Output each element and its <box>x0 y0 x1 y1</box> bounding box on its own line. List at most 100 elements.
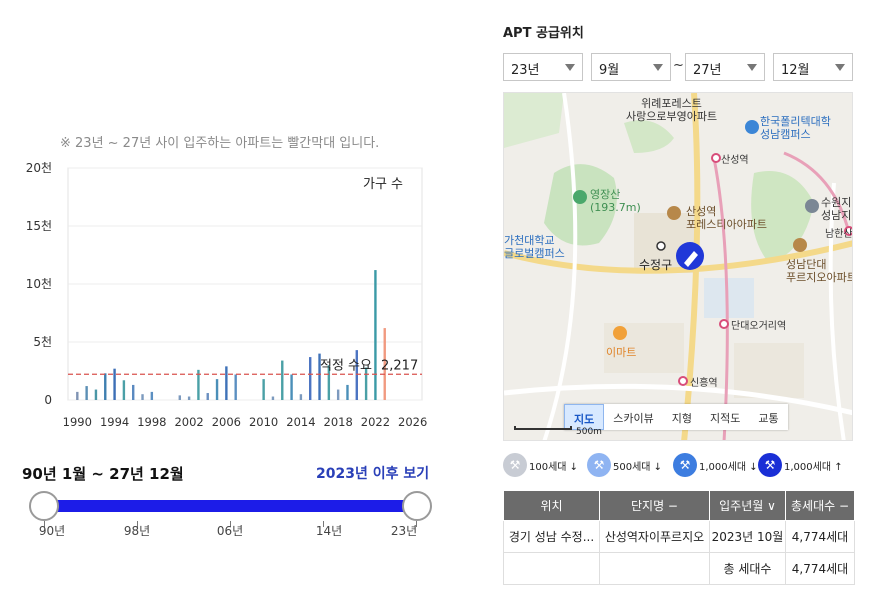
slider-tick-label: 98년 <box>123 524 151 538</box>
map-label: 위례포레스트 사랑으로부영아파트 <box>626 97 718 123</box>
legend-label: 1,000세대 ↑ <box>784 461 843 473</box>
slider-end-handle[interactable] <box>402 491 432 521</box>
map-type-tabs: 지도 스카이뷰 지형 지적도 교통 <box>564 404 788 430</box>
legend-item: ⚒ 1,000세대 ↓ <box>673 453 758 477</box>
chart-bar <box>132 384 135 400</box>
cell-location: 경기 성남 수정... <box>503 520 600 553</box>
slider-tick-label: 06년 <box>216 524 244 538</box>
col-header-households[interactable]: 총세대수 − <box>785 490 855 521</box>
chart-bar <box>262 379 265 400</box>
chart-bar <box>383 328 386 400</box>
map-label: 단대오거리역 <box>731 321 787 332</box>
chart-bar <box>234 374 237 400</box>
map-label: 가천대학교 글로벌캠퍼스 <box>504 234 565 260</box>
hammer-icon: ⚒ <box>503 453 527 477</box>
map-park-area <box>544 164 617 246</box>
map-label: 남한산 <box>825 229 853 240</box>
map-park-area <box>624 120 674 153</box>
y-tick-label: 10천 <box>26 276 52 291</box>
map-tab-terrain[interactable]: 지형 <box>671 412 692 425</box>
map-tab-cadastral[interactable]: 지적도 <box>709 412 741 425</box>
total-label: 총 세대수 <box>709 552 786 585</box>
map-tab-map[interactable]: 지도 <box>564 404 605 430</box>
y-tick-label: 15천 <box>26 218 52 233</box>
end-year-value: 27년 <box>693 63 722 78</box>
map-road <box>504 240 852 274</box>
map-tab-skyview[interactable]: 스카이뷰 <box>613 412 654 425</box>
cell-empty <box>599 552 710 585</box>
y-tick-label: 20천 <box>26 160 52 175</box>
slider-tick-label: 14년 <box>315 524 343 538</box>
shop-icon <box>613 326 627 340</box>
chart-panel: ※ 23년 ~ 27년 사이 입주하는 아파트는 빨간막대 입니다. 0 5천 10… <box>22 136 432 538</box>
legend-label: 100세대 ↓ <box>529 461 579 473</box>
chart-bar <box>85 386 88 400</box>
chart-bar <box>206 393 209 400</box>
map-block <box>704 278 754 318</box>
hammer-icon <box>684 251 698 267</box>
chevron-down-icon <box>747 64 757 71</box>
range-label: 90년 1월 ~ 27년 12월 <box>22 465 184 483</box>
y-tick-label: 5천 <box>33 334 52 349</box>
hammer-icon: ⚒ <box>758 453 782 477</box>
col-header-move-in[interactable]: 입주년월 ∨ <box>709 490 786 521</box>
end-month-value: 12월 <box>781 63 810 78</box>
x-tick-label: 2014 <box>286 415 315 429</box>
x-tick-label: 1998 <box>137 415 166 429</box>
building-icon <box>805 199 819 213</box>
legend-item: ⚒ 500세대 ↓ <box>587 453 662 477</box>
map-road <box>504 383 852 416</box>
start-month-select[interactable]: 9월 <box>591 53 671 81</box>
apt-supply-panel: APT 공급위치 23년 9월 ~ 27년 12월 <box>503 0 855 612</box>
year-range-slider-track[interactable] <box>44 500 416 512</box>
slider-tick <box>44 521 45 527</box>
col-header-complex[interactable]: 단지명 − <box>599 490 710 521</box>
chart-bar <box>150 391 154 400</box>
x-tick-label: 1994 <box>100 415 129 429</box>
table-total-row: 총 세대수 4,774세대 <box>503 552 855 585</box>
end-year-select[interactable]: 27년 <box>685 53 765 81</box>
chart-bar <box>336 389 340 400</box>
legend-label: 1,000세대 ↓ <box>699 461 758 473</box>
after-2023-link[interactable]: 2023년 이후 보기 <box>316 466 430 482</box>
x-tick-label: 2002 <box>174 415 203 429</box>
chart-bar <box>318 353 321 400</box>
station-marker <box>719 319 729 329</box>
start-year-value: 23년 <box>511 63 540 78</box>
start-month-value: 9월 <box>599 63 620 78</box>
chart-bar <box>281 360 284 400</box>
slider-start-handle[interactable] <box>29 491 59 521</box>
table-row[interactable]: 경기 성남 수정... 산성역자이푸르지오 2023년 10월 4,774세대 <box>503 520 855 553</box>
map-park-area <box>504 93 564 148</box>
slider-tick <box>323 521 324 527</box>
map-label: 이마트 <box>606 346 637 359</box>
map-label: 성남단대 푸르지오아파트 <box>786 258 853 284</box>
end-month-select[interactable]: 12월 <box>773 53 853 81</box>
map-view[interactable]: 위례포레스트 사랑으로부영아파트 한국폴리텍대학 성남캠퍼스 산성역 영장산 (… <box>503 92 853 441</box>
col-header-location[interactable]: 위치 <box>503 490 600 521</box>
map-label: 산성역 <box>721 155 749 166</box>
slider-tick <box>137 521 138 527</box>
map-label: 신흥역 <box>690 378 718 389</box>
chart-bar <box>215 379 219 400</box>
chart-bar <box>141 394 144 400</box>
x-tick-label: 2006 <box>212 415 241 429</box>
map-tab-traffic[interactable]: 교통 <box>758 412 779 425</box>
slider-tick-label: 90년 <box>38 524 66 538</box>
apartment-icon <box>793 238 807 252</box>
station-marker <box>844 226 852 236</box>
chart-bar <box>374 270 377 400</box>
map-scale-label: 500m <box>576 427 602 437</box>
x-tick-label: 2026 <box>398 415 427 429</box>
chevron-down-icon <box>835 64 845 71</box>
cell-complex: 산성역자이푸르지오 <box>599 520 710 553</box>
start-year-select[interactable]: 23년 <box>503 53 583 81</box>
reference-value-label: 2,217 <box>381 358 418 373</box>
chart-bar <box>104 373 107 400</box>
table-header-row: 위치 단지명 − 입주년월 ∨ 총세대수 − <box>503 490 855 521</box>
station-marker <box>711 153 721 163</box>
legend-entry: 가구 수 <box>363 177 403 192</box>
map-scale-bar <box>514 426 572 430</box>
slider-tick-label: 23년 <box>390 524 418 538</box>
slider-tick <box>416 521 417 527</box>
